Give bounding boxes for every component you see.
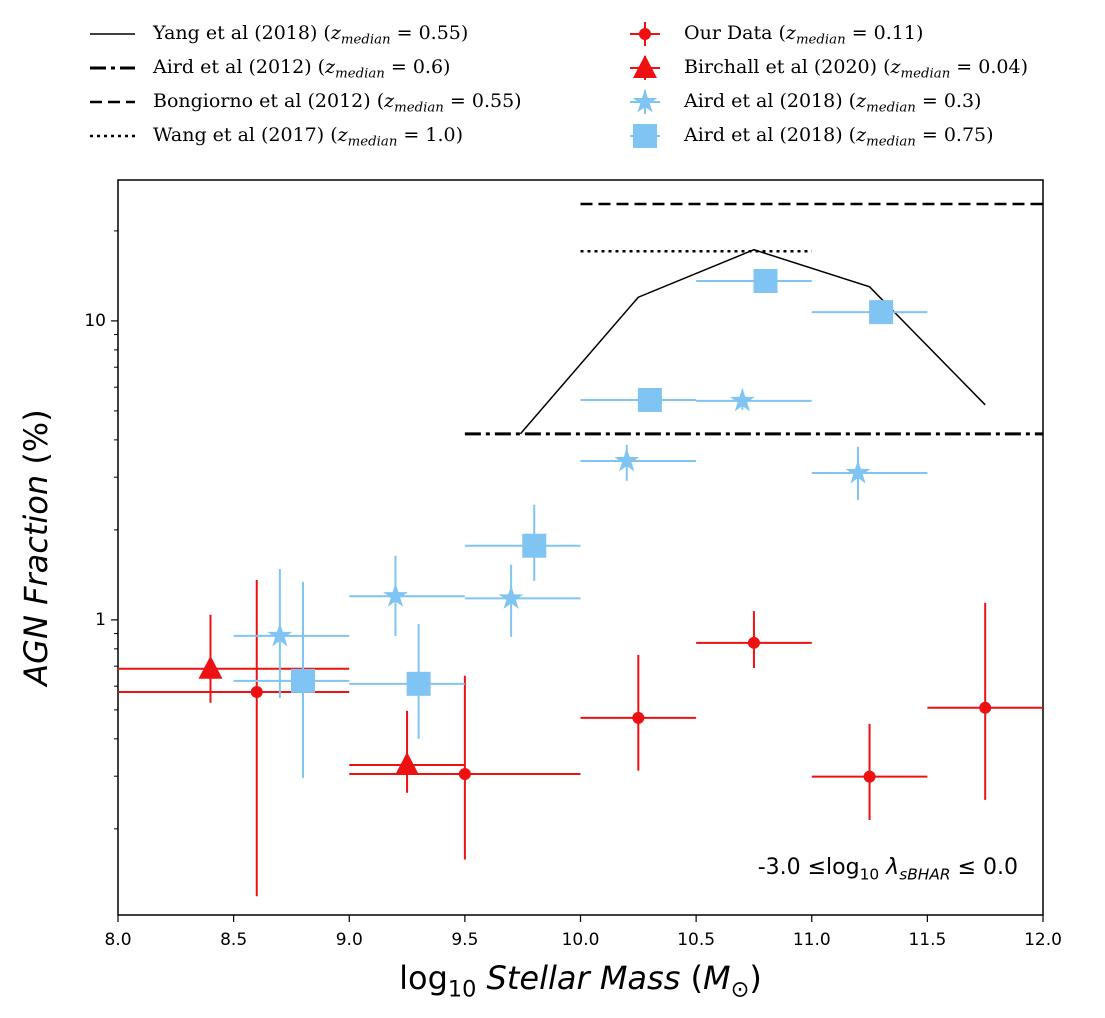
legend-label: Yang et al (2018) (zmedian = 0.55): [152, 22, 468, 47]
data-point: [845, 459, 871, 484]
legend-label: Aird et al (2018) (zmedian = 0.3): [683, 90, 981, 115]
legend-label: Birchall et al (2020) (zmedian = 0.04): [684, 56, 1028, 81]
annotation: -3.0 ≤log10 λsBHAR ≤ 0.0: [758, 855, 1018, 883]
x-tick-label: 8.0: [104, 930, 131, 950]
x-tick-label: 11.5: [908, 930, 946, 950]
data-point: [522, 533, 547, 558]
x-tick-label: 9.5: [451, 930, 478, 950]
data-point: [730, 387, 755, 412]
x-tick-label: 8.5: [220, 930, 247, 950]
y-tick-label: 1: [95, 610, 106, 630]
data-point: [406, 671, 431, 696]
data-point: [632, 711, 645, 724]
data-point: [267, 622, 293, 647]
data-point: [637, 387, 662, 412]
legend-label: Wang et al (2017) (zmedian = 1.0): [153, 124, 463, 149]
x-axis-label: log10 Stellar Mass (M⊙): [399, 959, 762, 1002]
legend-marker: [633, 124, 657, 148]
data-point: [979, 701, 992, 714]
y-tick-label: 10: [84, 311, 106, 331]
legend-label: Aird et al (2012) (zmedian = 0.6): [152, 56, 450, 81]
x-tick-label: 10.5: [677, 930, 715, 950]
x-tick-label: 9.0: [336, 930, 363, 950]
data-point: [198, 655, 223, 679]
legend-label: Aird et al (2018) (zmedian = 0.75): [683, 124, 994, 149]
data-point: [614, 447, 640, 472]
data-point: [383, 583, 408, 607]
legend-marker: [633, 55, 657, 78]
x-tick-label: 11.0: [793, 930, 831, 950]
data-point: [747, 636, 760, 649]
data-point: [753, 268, 778, 293]
data-point: [250, 685, 263, 698]
legend-label: Bongiorno et al (2012) (zmedian = 0.55): [153, 90, 522, 115]
data-point: [863, 770, 876, 783]
legend-label: Our Data (zmedian = 0.11): [684, 22, 923, 47]
data-point: [395, 752, 420, 776]
x-tick-label: 10.0: [562, 930, 600, 950]
model-line: [519, 248, 986, 435]
data-point: [291, 668, 315, 693]
legend-marker: [639, 28, 651, 40]
x-tick-label: 12.0: [1024, 930, 1062, 950]
data-point: [498, 585, 524, 609]
data-point: [869, 300, 894, 325]
data-point: [458, 768, 471, 781]
y-axis-label: AGN Fraction (%): [17, 409, 55, 687]
legend-marker: [632, 89, 658, 113]
